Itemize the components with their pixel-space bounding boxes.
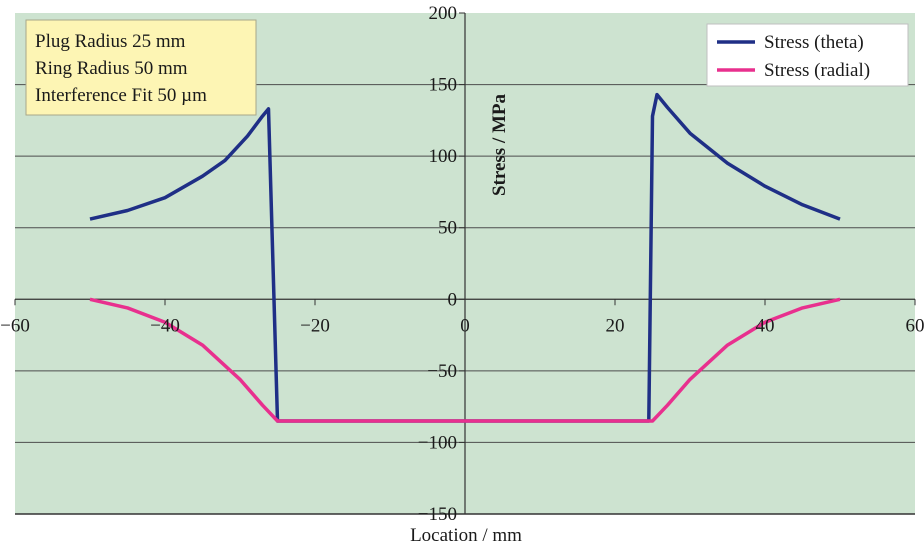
y-axis-label: Stress / MPa (489, 93, 510, 196)
y-tick-label-6: 150 (429, 75, 458, 96)
x-tick-label-5: 40 (756, 315, 775, 336)
x-tick-label-3: 0 (460, 315, 470, 336)
series-layer (89, 92, 841, 423)
y-tick-label-5: 100 (429, 146, 458, 167)
series-line-stress-radial (89, 297, 841, 423)
y-tick-label-3: 0 (448, 289, 458, 310)
y-tick-label-0: −150 (418, 504, 457, 525)
annotation-line-ring-radius: Ring Radius 50 mm (35, 58, 188, 79)
x-tick-label-6: 60 (906, 315, 924, 336)
legend-label-stress-radial: Stress (radial) (764, 60, 870, 81)
y-tick-label-7: 200 (429, 3, 458, 24)
annotation-line-interference-fit: Interference Fit 50 µm (35, 85, 207, 106)
x-tick-label-1: −40 (150, 315, 180, 336)
legend-background (706, 23, 909, 87)
annotation-line-plug-radius: Plug Radius 25 mm (35, 31, 186, 52)
x-axis-label: Location / mm (410, 525, 522, 546)
axes (14, 12, 916, 515)
legend: Stress (theta) Stress (radial) (706, 23, 909, 87)
y-tick-label-4: 50 (438, 218, 457, 239)
x-tick-label-2: −20 (300, 315, 330, 336)
y-tick-label-1: −100 (418, 432, 457, 453)
legend-label-stress-theta: Stress (theta) (764, 32, 864, 53)
annotation-background (25, 19, 257, 116)
x-tick-label-4: 20 (606, 315, 625, 336)
tick-labels: −60 −40 −20 0 20 40 60 −150 −100 −50 0 50 100 150 200 (0, 3, 924, 525)
annotation-box: Plug Radius 25 mm Ring Radius 50 mm Inte… (25, 19, 257, 116)
y-tick-label-2: −50 (427, 361, 457, 382)
x-tick-label-0: −60 (0, 315, 30, 336)
